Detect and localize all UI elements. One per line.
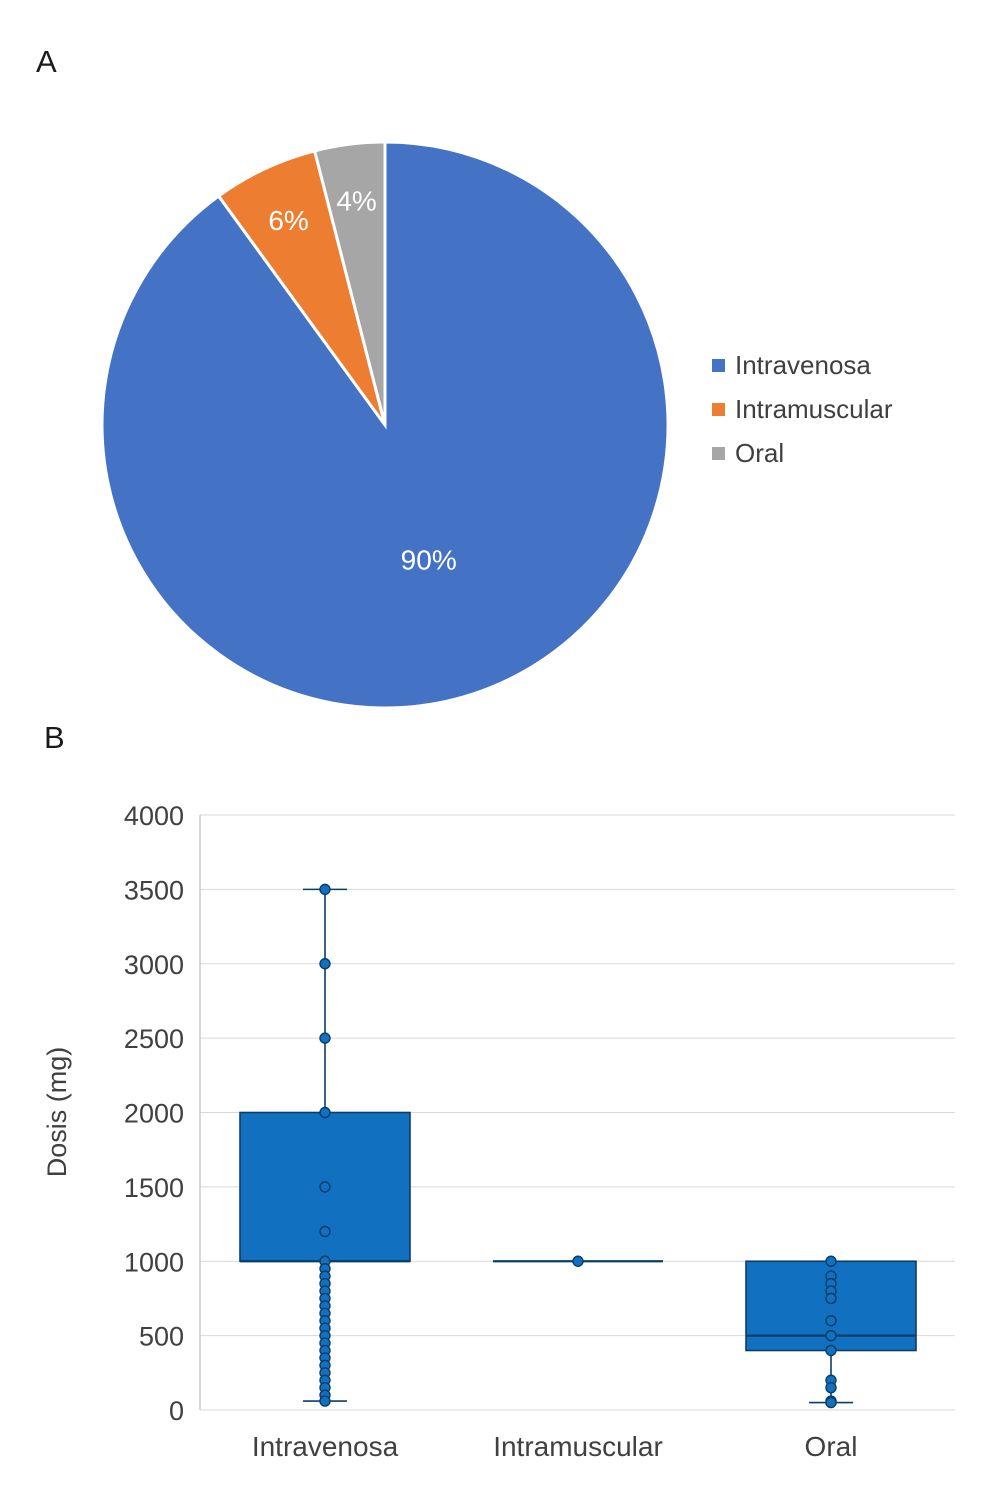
data-point-oral [825,1381,837,1394]
data-point-intravenosa [319,883,331,896]
legend-swatch-intramuscular [712,403,725,416]
data-point-intravenosa [319,958,331,970]
y-tick-label: 1500 [124,1173,184,1203]
y-tick-label: 500 [139,1322,184,1352]
y-tick-label: 0 [169,1396,184,1426]
data-point-intravenosa [319,1032,331,1044]
data-point-oral [825,1396,837,1409]
data-point-oral [825,1315,837,1327]
pie-data-label-intravenosa: 90% [401,545,457,576]
panel-b-label: B [44,720,65,755]
legend-item-intravenosa: Intravenosa [712,350,893,381]
data-point-intravenosa [319,1225,331,1238]
y-tick-label: 1000 [124,1247,184,1277]
pie-data-label-intramuscular: 6% [268,205,308,236]
data-point-oral [825,1344,837,1357]
pie-slice-oral [312,140,387,426]
legend-swatch-intravenosa [712,359,725,372]
pie-legend: Intravenosa Intramuscular Oral [712,350,893,469]
y-axis-title: Dosis (mg) [42,1047,72,1178]
y-tick-label: 2500 [124,1024,184,1054]
category-label-intravenosa: Intravenosa [252,1431,399,1462]
data-point-intravenosa [319,1181,331,1193]
legend-item-intramuscular: Intramuscular [712,394,893,425]
box-plot-chart: 0 500 1000 1500 2000 2500 3000 3500 4000 Dosis (m… [42,801,955,1462]
data-point-intravenosa [319,1395,331,1407]
data-point-intravenosa [319,1106,331,1119]
data-point-oral [825,1292,837,1305]
pie-chart: 90% 6% 4% [100,140,670,710]
data-point-intramuscular [572,1255,584,1267]
data-point-oral [825,1255,837,1267]
legend-label: Intravenosa [735,350,871,380]
category-label-intramuscular: Intramuscular [493,1431,663,1462]
legend-swatch-oral [712,447,725,460]
legend-label: Intramuscular [735,394,893,424]
y-tick-label: 4000 [124,801,184,831]
pie-data-label-oral: 4% [336,185,376,216]
y-tick-label: 3500 [124,875,184,905]
legend-item-oral: Oral [712,438,893,469]
category-label-oral: Oral [805,1431,858,1462]
data-point-oral [825,1329,837,1342]
y-tick-label: 2000 [124,1099,184,1129]
y-tick-label: 3000 [124,950,184,980]
legend-label: Oral [735,438,785,468]
panel-a-label: A [36,44,57,79]
